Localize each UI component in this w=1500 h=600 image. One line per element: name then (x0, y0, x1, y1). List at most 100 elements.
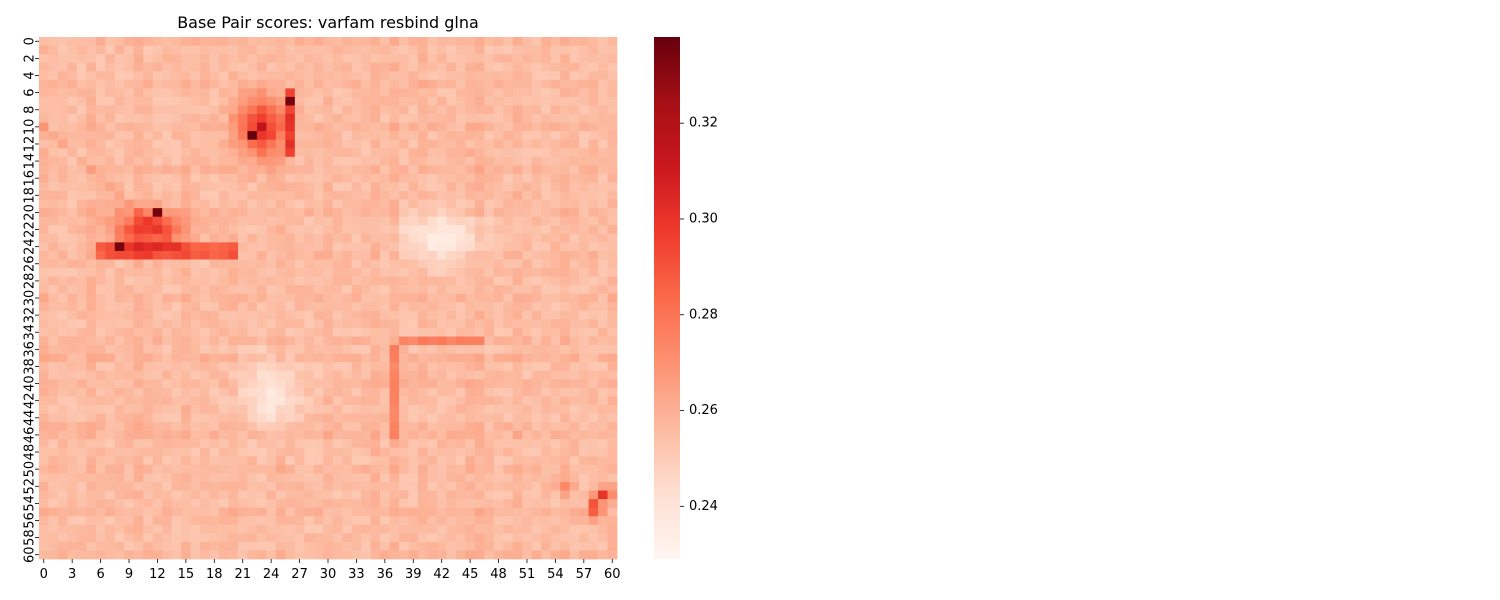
heatmap-cell (569, 447, 580, 457)
heatmap-cell (503, 370, 514, 380)
heatmap-cell (531, 404, 542, 414)
heatmap-cell (247, 285, 258, 295)
heatmap-cell (427, 387, 438, 397)
heatmap-cell (418, 233, 428, 243)
heatmap-cell (256, 302, 267, 312)
heatmap-cell (237, 285, 248, 295)
heatmap-cell (465, 439, 476, 449)
heatmap-cell (228, 156, 239, 166)
heatmap-cell (342, 499, 353, 509)
heatmap-cell (541, 370, 552, 380)
heatmap-cell (474, 148, 485, 158)
heatmap-cell (39, 199, 49, 209)
heatmap-cell (237, 345, 248, 354)
heatmap-cell (503, 353, 514, 363)
heatmap-cell (275, 327, 286, 337)
heatmap-cell (95, 54, 106, 64)
heatmap-cell (114, 473, 125, 483)
heatmap-cell (323, 208, 334, 218)
x-tick-label: 3 (68, 567, 76, 582)
heatmap-cell (39, 499, 49, 509)
heatmap-cell (294, 302, 305, 312)
heatmap-cell (465, 148, 476, 158)
heatmap-cell (256, 250, 267, 260)
heatmap-cell (95, 88, 106, 98)
y-tick-label: 44 (23, 410, 38, 427)
heatmap-cell (114, 404, 125, 414)
heatmap-cell (493, 173, 504, 183)
heatmap-cell (294, 293, 305, 303)
heatmap-cell (114, 71, 125, 81)
heatmap-cell (569, 62, 580, 72)
heatmap-cell (522, 507, 533, 517)
heatmap-cell (588, 464, 599, 474)
heatmap-cell (67, 524, 78, 534)
heatmap-cell (579, 208, 589, 218)
heatmap-cell (76, 379, 87, 389)
heatmap-cell (256, 88, 267, 98)
heatmap-cell (598, 353, 608, 363)
heatmap-cell (474, 156, 485, 166)
heatmap-cell (313, 524, 324, 534)
heatmap-cell (57, 131, 68, 141)
heatmap-cell (418, 516, 428, 526)
heatmap-cell (342, 199, 353, 209)
heatmap-cell (190, 268, 201, 277)
heatmap-cell (228, 447, 239, 457)
heatmap-cell (408, 285, 419, 295)
heatmap-cell (237, 131, 248, 141)
heatmap-cell (67, 216, 78, 226)
heatmap-cell (152, 54, 163, 64)
heatmap-cell (474, 430, 485, 440)
heatmap-cell (465, 62, 476, 72)
heatmap-cell (294, 473, 305, 483)
heatmap-cell (95, 507, 106, 517)
heatmap-cell (67, 422, 78, 431)
heatmap-cell (152, 165, 163, 175)
heatmap-cell (219, 362, 229, 372)
heatmap-cell (48, 105, 59, 115)
heatmap-cell (209, 225, 220, 235)
heatmap-cell (389, 165, 400, 175)
heatmap-cell (399, 148, 409, 158)
heatmap-cell (124, 259, 135, 269)
heatmap-cell (418, 285, 428, 295)
heatmap-cell (266, 353, 277, 363)
heatmap-cell (399, 242, 409, 252)
heatmap-cell (67, 96, 78, 106)
heatmap-cell (95, 242, 106, 252)
heatmap-cell (285, 413, 296, 423)
heatmap-cell (86, 233, 97, 243)
heatmap-cell (48, 302, 59, 312)
heatmap-cell (294, 413, 305, 423)
heatmap-cell (124, 165, 135, 175)
heatmap-cell (569, 319, 580, 329)
heatmap-cell (512, 216, 523, 226)
heatmap-cell (465, 550, 476, 560)
heatmap-cell (550, 62, 561, 72)
heatmap-cell (588, 353, 599, 363)
heatmap-cell (522, 37, 533, 46)
heatmap-cell (427, 550, 438, 560)
heatmap-cell (531, 139, 542, 149)
heatmap-cell (181, 165, 191, 175)
heatmap-cell (436, 447, 447, 457)
heatmap-cell (455, 225, 466, 235)
heatmap-cell (219, 208, 229, 218)
heatmap-cell (228, 345, 239, 354)
heatmap-cell (541, 259, 552, 269)
x-tick-label: 9 (125, 567, 133, 582)
heatmap-cell (124, 464, 135, 474)
heatmap-cell (493, 345, 504, 354)
y-axis: 0246810121416182022242628303234363840424… (23, 37, 39, 563)
heatmap-cell (313, 216, 324, 226)
heatmap-cell (436, 285, 447, 295)
heatmap-cell (124, 473, 135, 483)
heatmap-cell (399, 516, 409, 526)
heatmap-cell (342, 302, 353, 312)
heatmap-cell (418, 293, 428, 303)
heatmap-cell (313, 310, 324, 320)
heatmap-cell (560, 524, 570, 534)
heatmap-cell (436, 250, 447, 260)
heatmap-cell (474, 285, 485, 295)
